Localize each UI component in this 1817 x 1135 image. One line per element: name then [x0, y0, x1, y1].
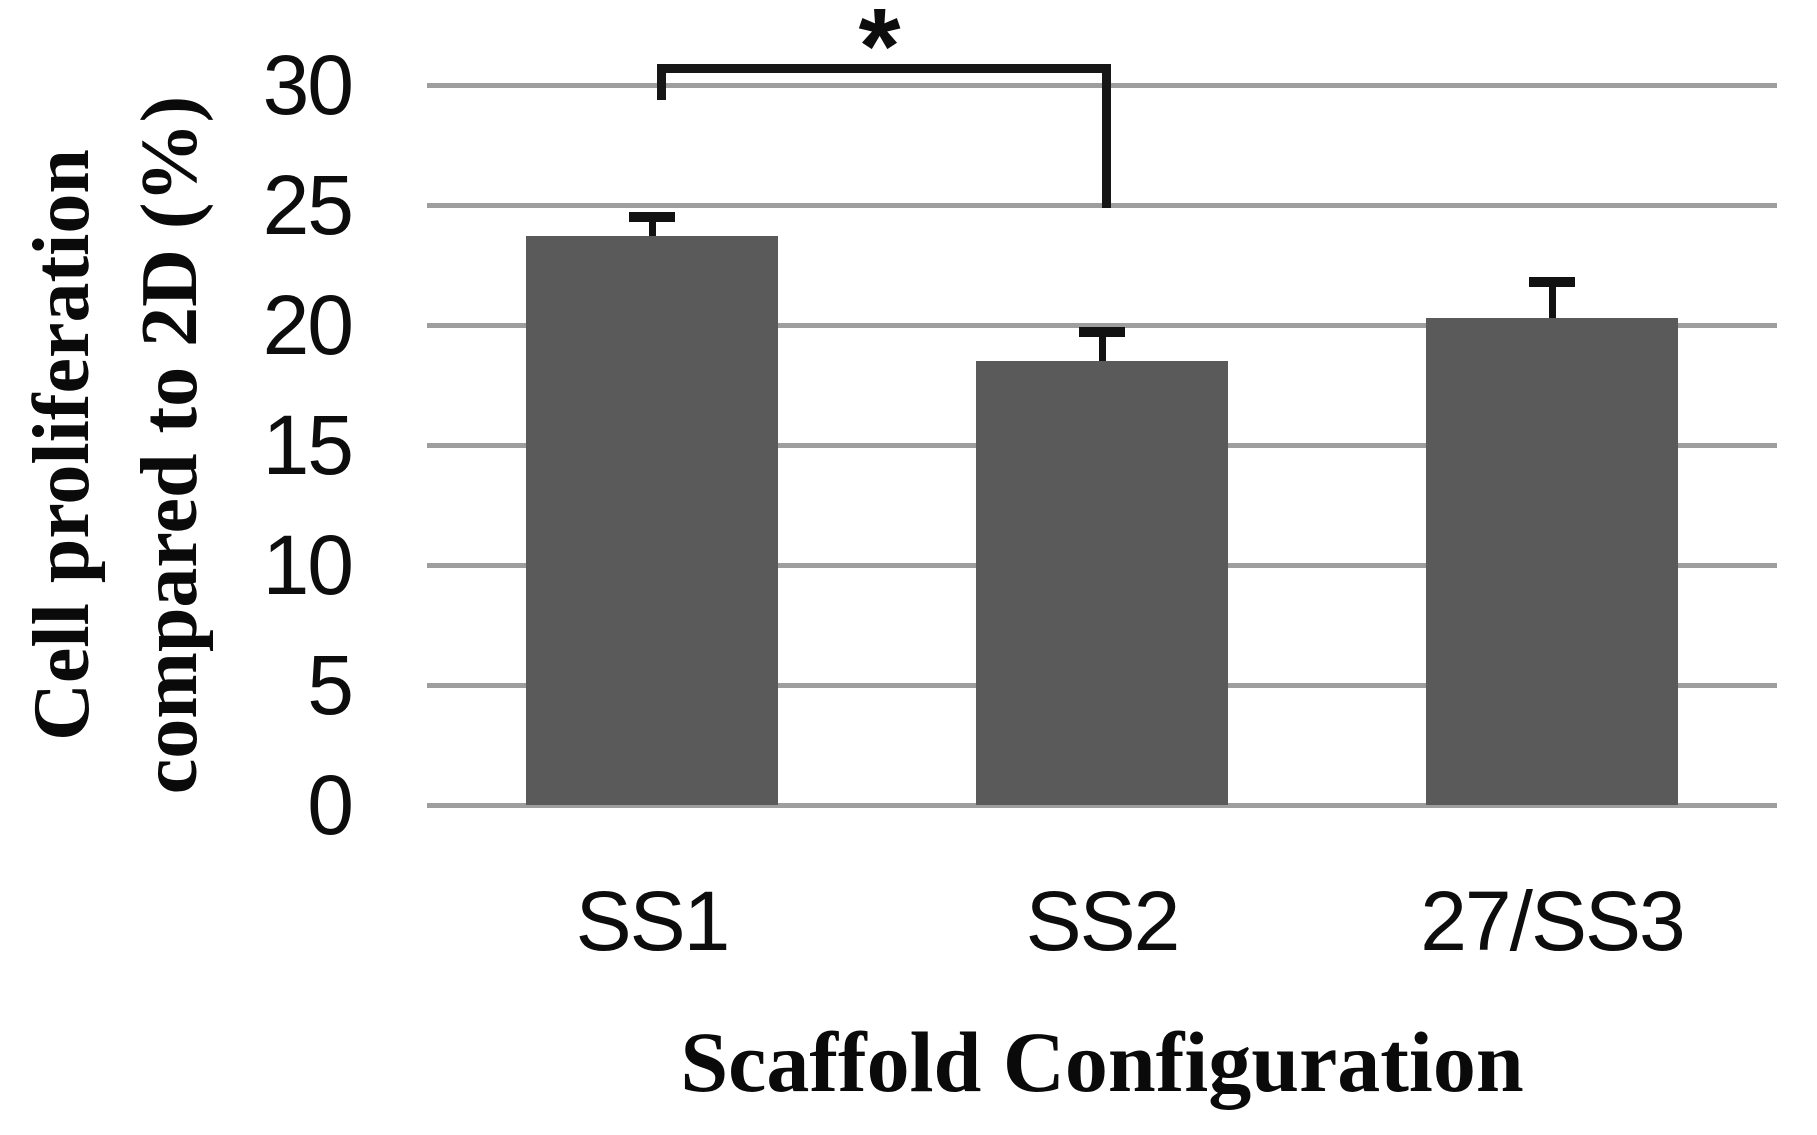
significance-bracket-left-leg [657, 64, 666, 100]
y-tick-label: 30 [262, 38, 354, 132]
error-bar-line-27/SS3 [1548, 281, 1556, 318]
gridline-y20 [427, 322, 1777, 328]
gridline-y0 [427, 802, 1777, 808]
x-tick-label-27/SS3: 27/SS3 [1420, 874, 1686, 968]
error-bar-cap-27/SS3 [1529, 276, 1575, 287]
y-tick-label: 0 [307, 758, 354, 852]
error-bar-cap-SS1 [629, 212, 675, 222]
x-tick-label-SS2: SS2 [1025, 874, 1181, 968]
error-bar-cap-SS2 [1079, 327, 1125, 338]
bar-SS1 [526, 236, 778, 805]
significance-asterisk: * [858, 0, 901, 106]
y-tick-label: 5 [307, 638, 354, 732]
bar-SS2 [976, 361, 1228, 805]
significance-bracket-top [657, 64, 1111, 73]
error-bar-line-SS2 [1098, 332, 1106, 361]
bar-27/SS3 [1426, 317, 1678, 805]
y-tick-label: 25 [262, 158, 354, 252]
y-tick-label: 15 [262, 398, 354, 492]
x-tick-label-SS1: SS1 [575, 874, 731, 968]
error-bar-line-SS1 [648, 217, 656, 237]
y-tick-label: 10 [262, 518, 354, 612]
significance-bracket-right-leg [1102, 64, 1111, 208]
x-axis-title: Scaffold Configuration [680, 1014, 1524, 1110]
y-tick-label: 20 [262, 278, 354, 372]
